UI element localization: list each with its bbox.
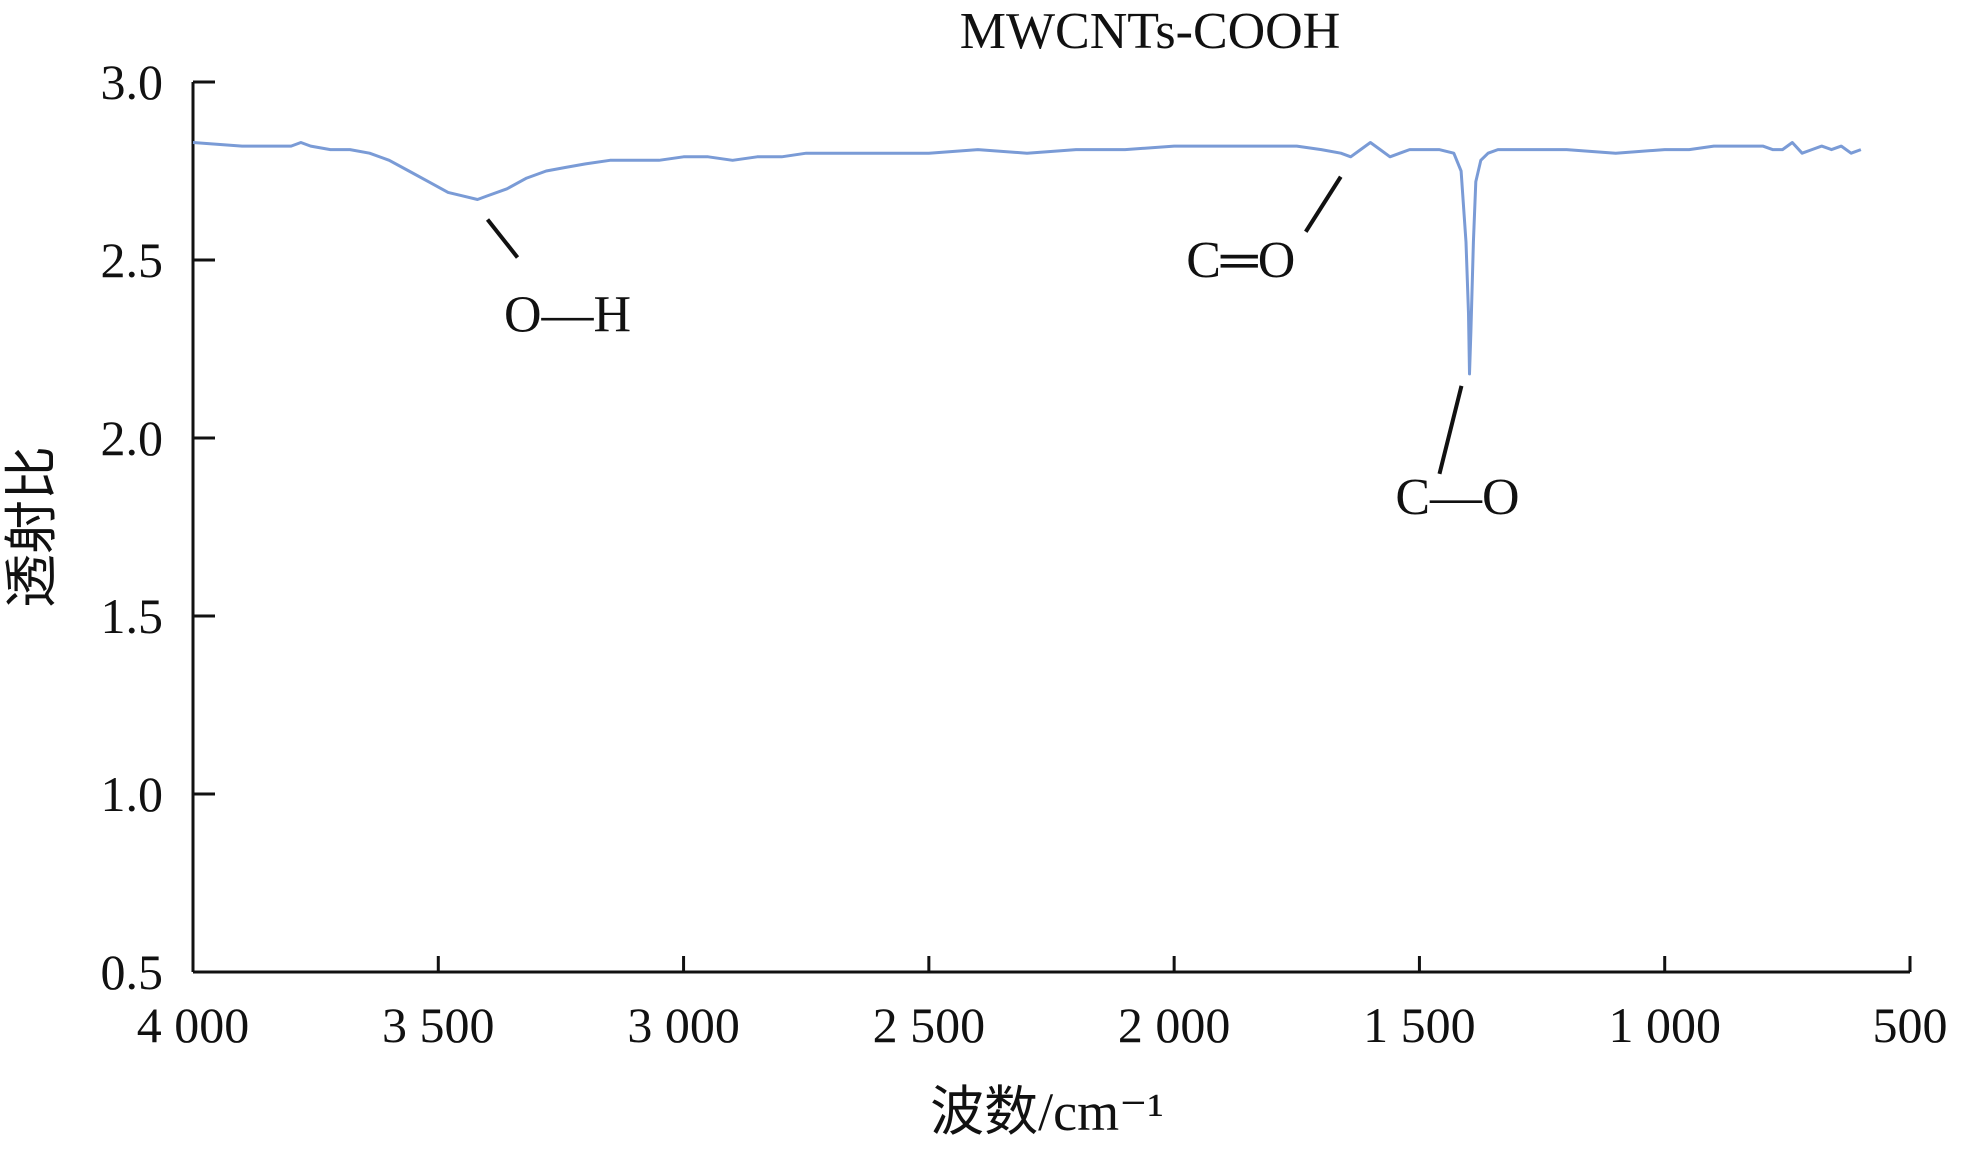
- x-tick-label: 2 500: [873, 997, 986, 1053]
- annotation-leader: [1437, 385, 1464, 475]
- x-tick-label: 1 000: [1608, 997, 1721, 1053]
- x-tick-label: 2 000: [1118, 997, 1231, 1053]
- y-tick-label: 1.5: [101, 588, 164, 644]
- y-tick-label: 3.0: [101, 54, 164, 110]
- y-tick-label: 2.5: [101, 232, 164, 288]
- annotation-leader: [1304, 175, 1343, 233]
- x-tick-label: 1 500: [1363, 997, 1476, 1053]
- annotation-leader: [485, 218, 520, 259]
- annotations: O—H C═O C—O: [485, 175, 1520, 526]
- x-tick-label: 4 000: [137, 997, 250, 1053]
- axes: [191, 82, 1910, 974]
- y-tick-label: 2.0: [101, 410, 164, 466]
- annotation-label: O—H: [504, 286, 631, 343]
- y-tick-label: 0.5: [101, 944, 164, 1000]
- annotation-label: C—O: [1395, 469, 1519, 526]
- x-tick-label: 3 000: [627, 997, 740, 1053]
- ticks: 4 000 3 500 3 000 2 500 2 000 1 500 1 000 500 0.…: [101, 54, 1948, 1053]
- spectrum-line: [192, 141, 1862, 376]
- x-tick-label: 500: [1873, 997, 1948, 1053]
- x-tick-label: 3 500: [382, 997, 495, 1053]
- y-axis-title: 透射比: [2, 446, 62, 608]
- x-axis-title: 波数/cm⁻¹: [930, 1082, 1164, 1142]
- y-tick-label: 1.0: [101, 766, 164, 822]
- chart-title: MWCNTs-COOH: [960, 3, 1341, 60]
- annotation-label: C═O: [1186, 232, 1295, 289]
